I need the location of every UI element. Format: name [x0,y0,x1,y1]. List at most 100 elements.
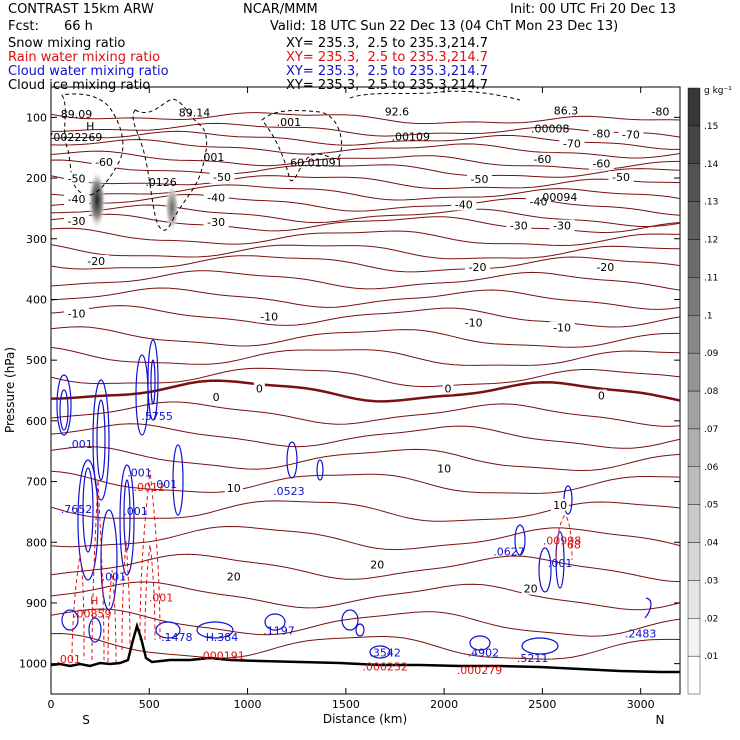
colorbar-tick-label: .12 [704,236,718,246]
xy-rain: XY= 235.3, 2.5 to 235.3,214.7 [286,50,489,65]
temperature-contour-label: -80 [592,127,610,140]
field-maximum-label: 89.14 [179,107,211,120]
colorbar-tick-label: .14 [704,160,719,170]
temperature-contour-label: -60 [533,153,551,166]
temperature-contour [51,150,680,170]
field-maximum-label: .0627 [493,546,525,559]
x-tick-label: 2500 [528,698,556,711]
field-maximum-label: 86.3 [554,104,579,117]
contour-label-bg [210,390,222,403]
contour-label-bg [451,198,477,211]
snow-contour [132,98,208,231]
x-tick-label: 1500 [332,698,360,711]
colorbar-tick-label: .08 [704,387,719,397]
field-maximum-label: .7652 [61,503,93,516]
valid-time: Valid: 18 UTC Sun 22 Dec 13 (04 ChT Mon … [270,19,619,34]
field-maximum-label: .70022269 [43,131,103,144]
contour-label-bg [209,171,235,184]
x-tick-label: 2000 [430,698,458,711]
contour-label-bg [461,316,487,329]
colorbar-swatch [687,163,701,202]
temperature-contour-label: -30 [207,216,225,229]
contour-label-bg [549,219,575,232]
temperature-contour [51,500,680,522]
field-maximum-label: .5211 [517,652,549,665]
contour-label-bg [368,558,387,571]
temperature-contour-label: -50 [612,171,630,184]
cloud-water-contour [155,621,181,639]
cloud-water-contour [341,609,359,631]
contour-label-bg [203,191,229,204]
cloud-ice-shading [88,170,106,230]
colorbar-tick-label: .04 [704,539,719,549]
temperature-contour-label: -60 [95,156,113,169]
temperature-contour [51,401,680,427]
temperature-contour-label: -50 [471,173,489,186]
center-title: NCAR/MMM [243,2,318,17]
temperature-contour-label: -30 [68,215,86,228]
terrain-line [51,621,680,674]
y-tick-label: 1000 [19,658,47,671]
temperature-contour [51,446,680,472]
contour-label-bg [64,172,90,185]
forecast-hour: 66 h [64,19,93,34]
field-maximum-label: .001 [123,505,148,518]
cloud-water-contour [469,635,491,651]
colorbar-tick-label: .15 [704,122,718,132]
colorbar-tick-label: .07 [704,425,718,435]
temperature-contour-label: -30 [553,220,571,233]
temperature-contour-label: -40 [68,193,86,206]
field-maximum-label: .1478 [161,631,193,644]
y-tick-label: 900 [26,597,47,610]
temperature-contour-label: -10 [260,311,278,324]
temperature-contour [51,255,680,273]
colorbar-tick-label: .02 [704,614,718,624]
field-maximum-label: .2483 [625,628,657,641]
field-maximum-label: .001 [200,151,225,164]
temperature-contour [51,112,680,125]
colorbar-swatch [687,201,701,240]
field-snow-label: Snow mixing ratio [8,36,126,51]
plot-frame [50,86,681,695]
rain-water-contour [144,544,156,641]
contour-label-bg [467,172,493,185]
temperature-contour-label: -10 [465,317,483,330]
temperature-contour-label: -40 [529,195,547,208]
field-cloud-ice-label: Cloud ice mixing ratio [8,78,151,93]
temperature-contour-label: -70 [622,129,640,142]
temperature-contour [51,175,680,189]
contour-label-bg [465,260,491,273]
cloud-water-contour [355,623,365,637]
cloud-water-contour [150,359,156,405]
rain-water-contour [107,569,117,663]
colorbar-tick-label: .1 [704,311,713,321]
field-maximum-label: 60.01091 [290,156,343,169]
field-rain-label: Rain water mixing ratio [8,50,161,65]
temperature-contour [51,423,680,449]
colorbar-swatch [687,504,701,543]
colorbar-swatch [687,542,701,581]
temperature-contour [51,270,680,291]
field-maximum-label: .0126 [145,176,177,189]
y-tick-label: 800 [26,536,47,549]
field-maximum-label: .001 [277,116,302,129]
temperature-contour [51,632,680,660]
colorbar-tick-label: .05 [704,501,718,511]
field-maximum-label: .001 [548,557,573,570]
temperature-contour-label: 0 [445,382,452,395]
contour-label-bg [224,481,243,494]
temperature-contour [51,227,680,247]
field-maximum-label: .00094 [539,191,578,204]
field-maximum-label: .001 [68,438,93,451]
temperature-contour [51,608,680,637]
temperature-contour [51,553,680,583]
colorbar-swatch [687,87,701,127]
temperature-contour-label: -20 [596,261,614,274]
contour-label-bg [203,215,229,228]
rain-water-contour [71,554,85,661]
x-axis-title: Distance (km) [323,712,407,726]
colorbar-swatch [687,352,701,392]
cloud-water-contour [521,637,559,655]
cloud-water-contour [286,441,298,479]
contour-label-bg [521,582,540,595]
